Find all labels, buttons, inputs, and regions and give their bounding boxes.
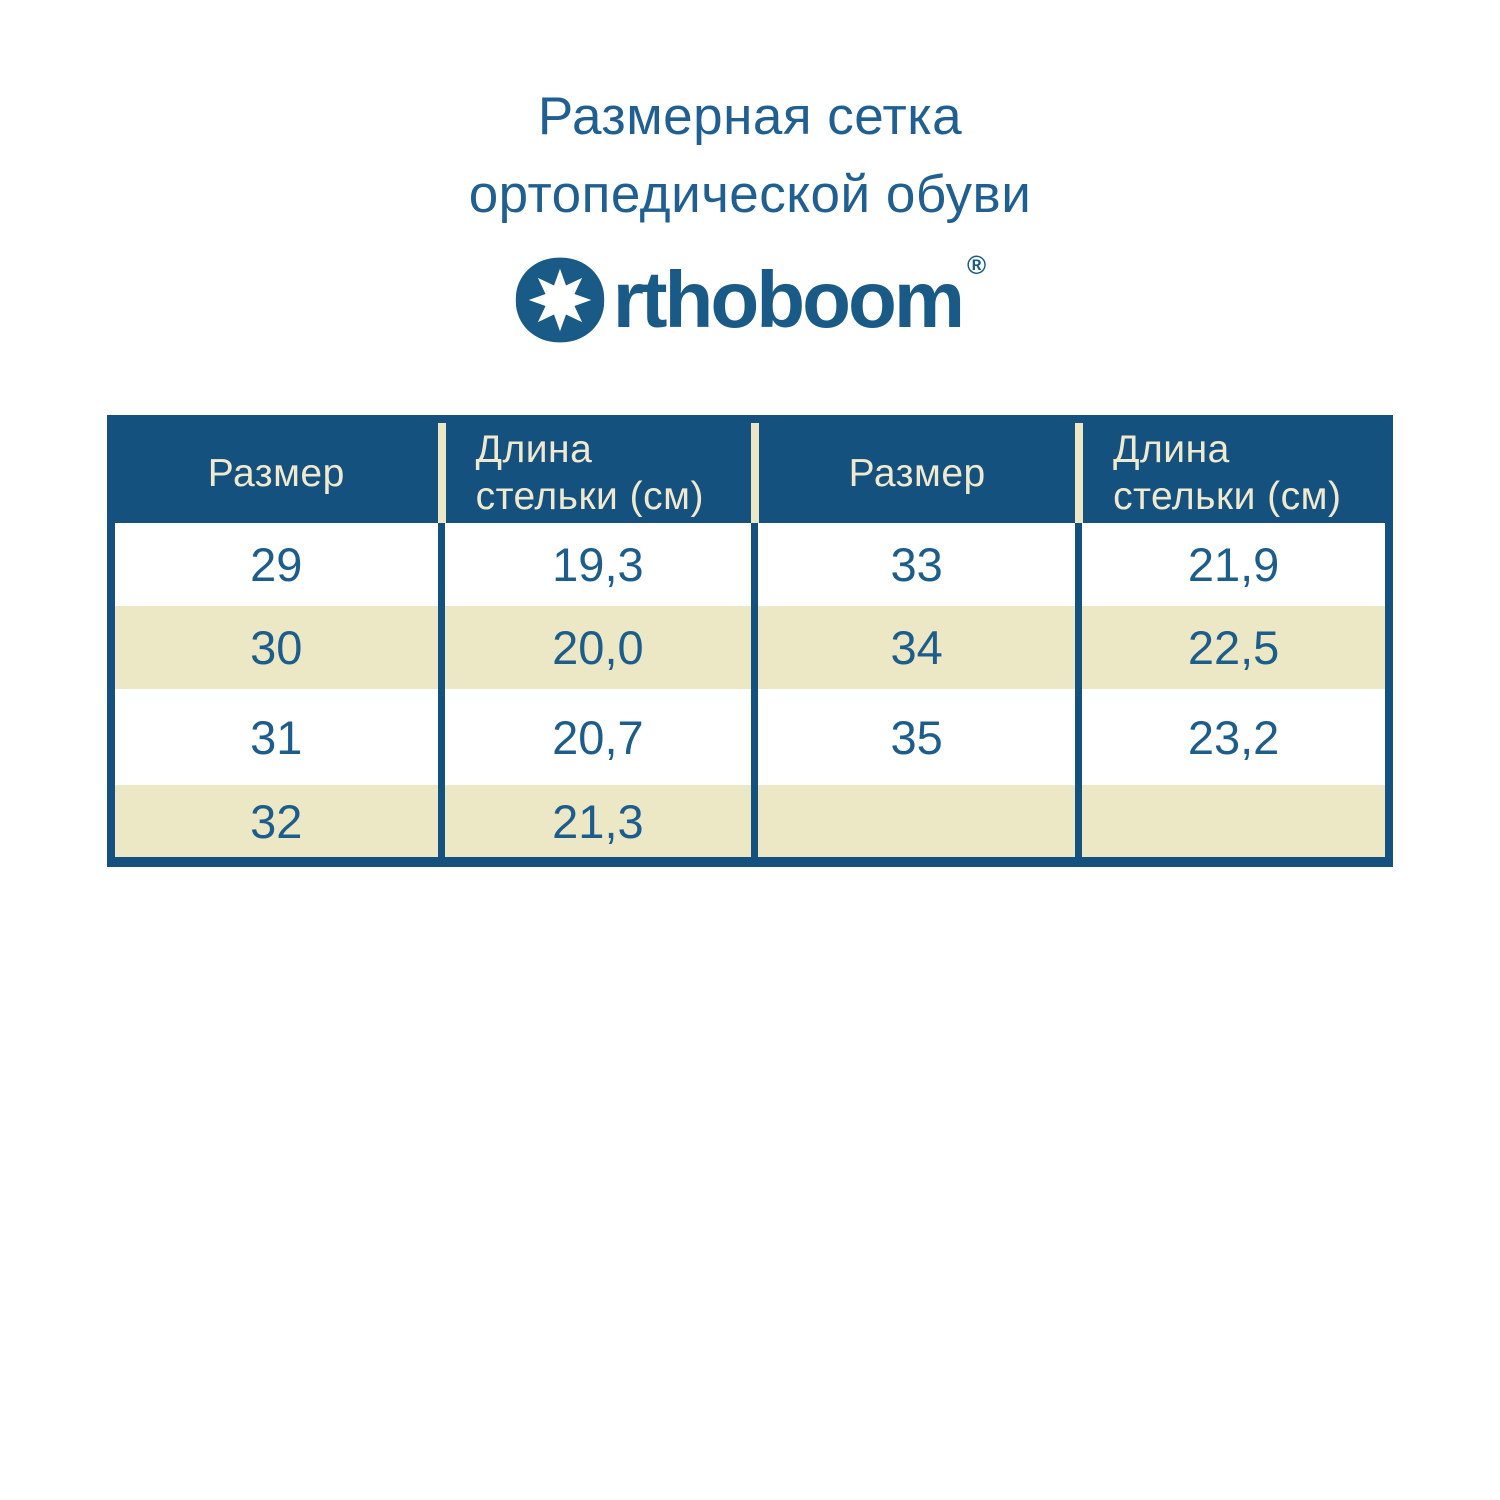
star-oval-icon [515, 257, 604, 343]
table-row: 32 21,3 [115, 785, 1385, 857]
size-cell: 31 [115, 689, 438, 785]
size-cell: 29 [115, 523, 438, 606]
column-header-size-left: Размер [115, 423, 438, 523]
table-row: 29 19,3 33 21,9 [115, 523, 1385, 606]
length-cell: 20,7 [437, 689, 752, 785]
size-cell: 33 [751, 523, 1076, 606]
column-header-length-right: Длина стельки (см) [1075, 423, 1385, 523]
size-cell: 34 [751, 606, 1076, 689]
column-header-length-left: Длина стельки (см) [437, 423, 752, 523]
size-cell: 32 [115, 785, 438, 857]
column-header-size-right: Размер [751, 423, 1076, 523]
length-cell: 20,0 [437, 606, 752, 689]
page-title-line2: ортопедической обуви [468, 165, 1032, 224]
length-cell [1075, 785, 1385, 857]
length-cell: 22,5 [1075, 606, 1385, 689]
page-title-line1: Размерная сетка [537, 87, 963, 146]
table-row: 30 20,0 34 22,5 [115, 606, 1385, 689]
size-cell: 30 [115, 606, 438, 689]
brand-logo: rthoboom ® [0, 250, 1500, 346]
table-row: 31 20,7 35 23,2 [115, 689, 1385, 785]
length-cell: 21,3 [437, 785, 752, 857]
length-cell: 21,9 [1075, 523, 1385, 606]
size-table: Размер Длина стельки (см) Размер Длина с… [107, 415, 1393, 867]
page-title: Размерная сетка ортопедической обуви [0, 78, 1500, 234]
size-cell [751, 785, 1076, 857]
length-cell: 23,2 [1075, 689, 1385, 785]
size-cell: 35 [751, 689, 1076, 785]
brand-name: rthoboom [612, 255, 965, 344]
length-cell: 19,3 [437, 523, 752, 606]
registered-trademark-icon: ® [967, 250, 987, 280]
header-row: Размер Длина стельки (см) Размер Длина с… [115, 423, 1385, 523]
